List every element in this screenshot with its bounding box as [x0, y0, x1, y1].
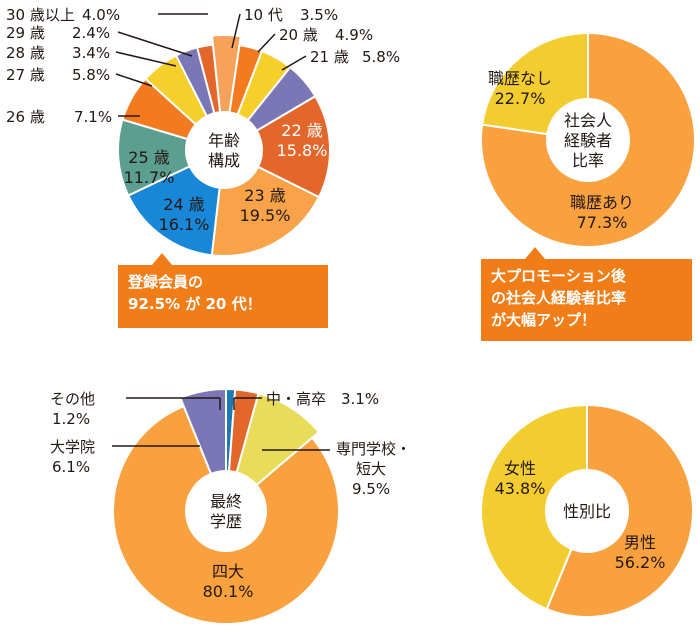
- career-center-title: 経験者: [564, 131, 612, 150]
- age-leader-line: [281, 55, 307, 71]
- age-leader-line: [115, 73, 153, 87]
- gender-center-hole: [545, 469, 629, 553]
- age-center-title: 構成: [208, 151, 240, 170]
- age-slice-value: 19.5%: [240, 206, 291, 225]
- career-slice-label: 職歴なし: [488, 69, 552, 88]
- age-slice-value: 11.7%: [124, 168, 175, 187]
- age-slice-value: 5.8%: [362, 48, 400, 66]
- age-slice-label: 28 歳: [6, 44, 45, 62]
- career-slice-value: 22.7%: [495, 89, 546, 108]
- education-slice-value: 9.5%: [352, 480, 390, 498]
- age-slice-label: 21 歳: [310, 48, 349, 66]
- age-slice-value: 5.8%: [72, 66, 110, 84]
- education-slice-label: 中・高卒 3.1%: [266, 390, 379, 408]
- age-leader-line: [257, 33, 276, 53]
- age-slice-value: 3.4%: [72, 44, 110, 62]
- career-center-title: 比率: [572, 151, 604, 170]
- age-slice: [117, 118, 227, 197]
- gender-center-title: 性別比: [563, 502, 611, 521]
- career-callout-line-1: 大プロモーション後: [491, 267, 626, 285]
- age-callout: 登録会員の 92.5% が 20 代！: [118, 253, 328, 328]
- education-slice-label: 四大: [212, 562, 244, 581]
- age-center-title: 年齢: [208, 131, 240, 150]
- gender-pie: 性別比: [480, 403, 694, 618]
- age-slice-value: 2.4%: [72, 24, 110, 42]
- career-callout: 大プロモーション後 の社会人経験者比率 が大幅アップ！: [481, 247, 692, 341]
- education-slice-value: 80.1%: [203, 582, 254, 601]
- gender-slice-label: 女性: [504, 459, 536, 478]
- education-center-title: 学歴: [210, 512, 242, 531]
- age-slice-value: 16.1%: [159, 215, 210, 234]
- age-callout-line-1: 登録会員の: [128, 273, 204, 291]
- career-pie: 社会人経験者比率: [480, 31, 696, 248]
- education-slice-label: その他: [50, 390, 95, 408]
- education-slice-label: 専門学校・: [336, 440, 411, 458]
- age-center-hole: [185, 111, 263, 189]
- education-slice-label: 大学院: [50, 438, 95, 456]
- education-slice-label: 短大: [356, 460, 386, 478]
- age-leader-line: [115, 51, 177, 67]
- age-slice-label: 25 歳: [128, 148, 169, 167]
- education-center-title: 最終: [210, 492, 242, 511]
- age-slice-label: 23 歳: [244, 186, 285, 205]
- age-slice-label: 29 歳: [6, 24, 45, 42]
- career-slice-value: 77.3%: [577, 213, 628, 232]
- gender-slice-value: 43.8%: [495, 479, 546, 498]
- gender-slice: [480, 403, 588, 611]
- age-slice-value: 15.8%: [277, 141, 328, 160]
- age-callout-line-2: 92.5% が 20 代！: [128, 295, 262, 313]
- career-center-title: 社会人: [564, 111, 612, 130]
- career-callout-line-2: の社会人経験者比率: [491, 289, 627, 307]
- career-center-hole: [546, 98, 630, 182]
- age-slice-label: 20 歳: [279, 26, 318, 44]
- education-slice-value: 1.2%: [52, 410, 90, 428]
- gender-slice-value: 56.2%: [615, 553, 666, 572]
- age-slice-label: 30 歳以上: [6, 6, 75, 24]
- age-slice-label: 27 歳: [6, 66, 45, 84]
- age-slice: [221, 94, 331, 199]
- career-callout-line-3: が大幅アップ！: [491, 311, 597, 329]
- age-leader-line: [231, 13, 241, 49]
- age-slice-value: 7.1%: [74, 108, 112, 126]
- age-leader-line: [117, 31, 193, 57]
- age-slice-label: 10 代: [244, 6, 283, 24]
- career-slice-label: 職歴あり: [570, 193, 634, 212]
- age-slice-label: 26 歳: [6, 108, 45, 126]
- gender-slice-label: 男性: [624, 533, 656, 552]
- education-center-hole: [185, 470, 267, 552]
- age-slice: [210, 34, 242, 151]
- age-slice-value: 4.0%: [82, 6, 120, 24]
- education-slice-value: 6.1%: [52, 458, 90, 476]
- age-slice-value: 4.9%: [335, 26, 373, 44]
- career-slice: [480, 31, 696, 248]
- age-slice-label: 22 歳: [281, 121, 322, 140]
- age-slice-label: 24 歳: [163, 195, 204, 214]
- age-slice-value: 3.5%: [300, 6, 338, 24]
